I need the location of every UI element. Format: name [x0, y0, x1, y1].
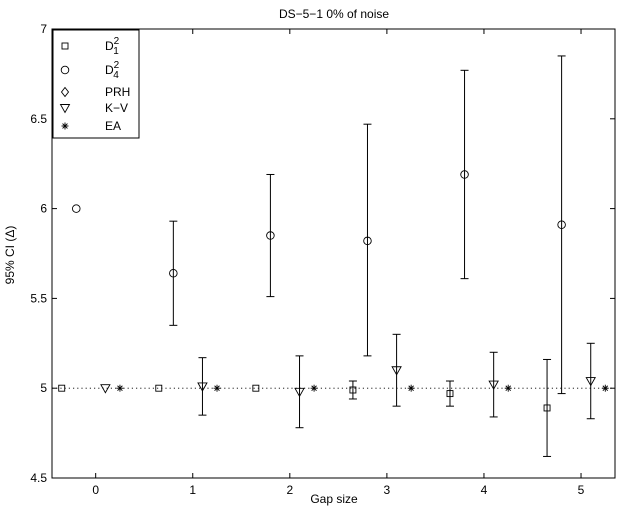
data-point-circle [557, 220, 566, 230]
data-point-triangle-down [488, 380, 499, 391]
legend-marker-triangle-down [59, 104, 71, 114]
y-tick-label: 6 [40, 202, 47, 216]
data-point-triangle-down [585, 377, 597, 387]
data-point-triangle-down [100, 384, 111, 394]
legend-label: D2 4 [105, 60, 120, 81]
data-point-circle [363, 236, 372, 246]
plot-frame [51, 28, 616, 479]
data-point-square [349, 386, 357, 394]
legend-marker-square [61, 42, 69, 50]
data-point-square [446, 390, 454, 398]
x-tick-label: 3 [384, 483, 391, 497]
asterisk-stroke [505, 385, 511, 391]
legend-label-sup: 2 [114, 60, 120, 71]
legend-label-sup: 2 [114, 36, 120, 47]
data-point-circle [460, 170, 469, 179]
x-tick-label: 0 [92, 483, 99, 497]
data-point-square [155, 384, 163, 392]
legend-marker-asterisk [61, 122, 69, 130]
asterisk-stroke [117, 385, 123, 391]
asterisk-stroke [602, 385, 609, 391]
data-point-triangle-down [197, 382, 208, 392]
data-point-asterisk [407, 384, 415, 392]
plot-area: 0 1 2 3 4 54.555.566.57 [30, 22, 616, 497]
y-tick-label: 4.5 [30, 471, 47, 485]
asterisk-stroke [408, 385, 414, 391]
legend-marker-diamond [60, 86, 70, 98]
legend-label: PRH [105, 85, 130, 99]
data-point-square [58, 384, 66, 392]
legend-marker-circle [60, 65, 70, 75]
x-tick-label: 5 [578, 483, 585, 497]
x-tick-label: 2 [286, 483, 293, 497]
y-tick-label: 6.5 [30, 112, 47, 126]
legend-box [52, 29, 140, 139]
data-point-square [543, 404, 551, 412]
legend: D2 1 D2 4 PRH K−V EA [52, 29, 140, 139]
legend-label: EA [105, 119, 121, 133]
data-point-square [252, 384, 260, 392]
data-point-circle [266, 231, 275, 240]
asterisk-stroke [214, 385, 220, 391]
legend-label: K−V [105, 101, 128, 115]
legend-label: D2 1 [105, 36, 120, 57]
x-tick-label: 1 [189, 483, 196, 497]
asterisk-stroke [62, 123, 68, 129]
asterisk-stroke [311, 385, 317, 391]
data-point-asterisk [116, 384, 124, 392]
legend-label-sub: 1 [113, 46, 119, 57]
data-point-triangle-down [294, 387, 305, 398]
legend-label-sub: 4 [113, 70, 119, 81]
data-point-asterisk [504, 384, 512, 392]
data-point-asterisk [310, 384, 318, 392]
y-axis-label: 95% CI (Δ) [3, 226, 17, 285]
data-point-asterisk [601, 384, 609, 392]
y-tick-label: 5 [40, 381, 47, 395]
x-tick-label: 4 [481, 483, 488, 497]
data-point-circle [72, 204, 81, 213]
chart-title: DS−5−1 0% of noise [279, 7, 389, 21]
data-point-circle [169, 269, 178, 278]
data-point-triangle-down [391, 366, 402, 376]
y-tick-label: 5.5 [30, 291, 47, 305]
y-tick-label: 7 [40, 22, 47, 36]
x-axis-label: Gap size [310, 492, 358, 506]
data-point-asterisk [213, 384, 221, 392]
